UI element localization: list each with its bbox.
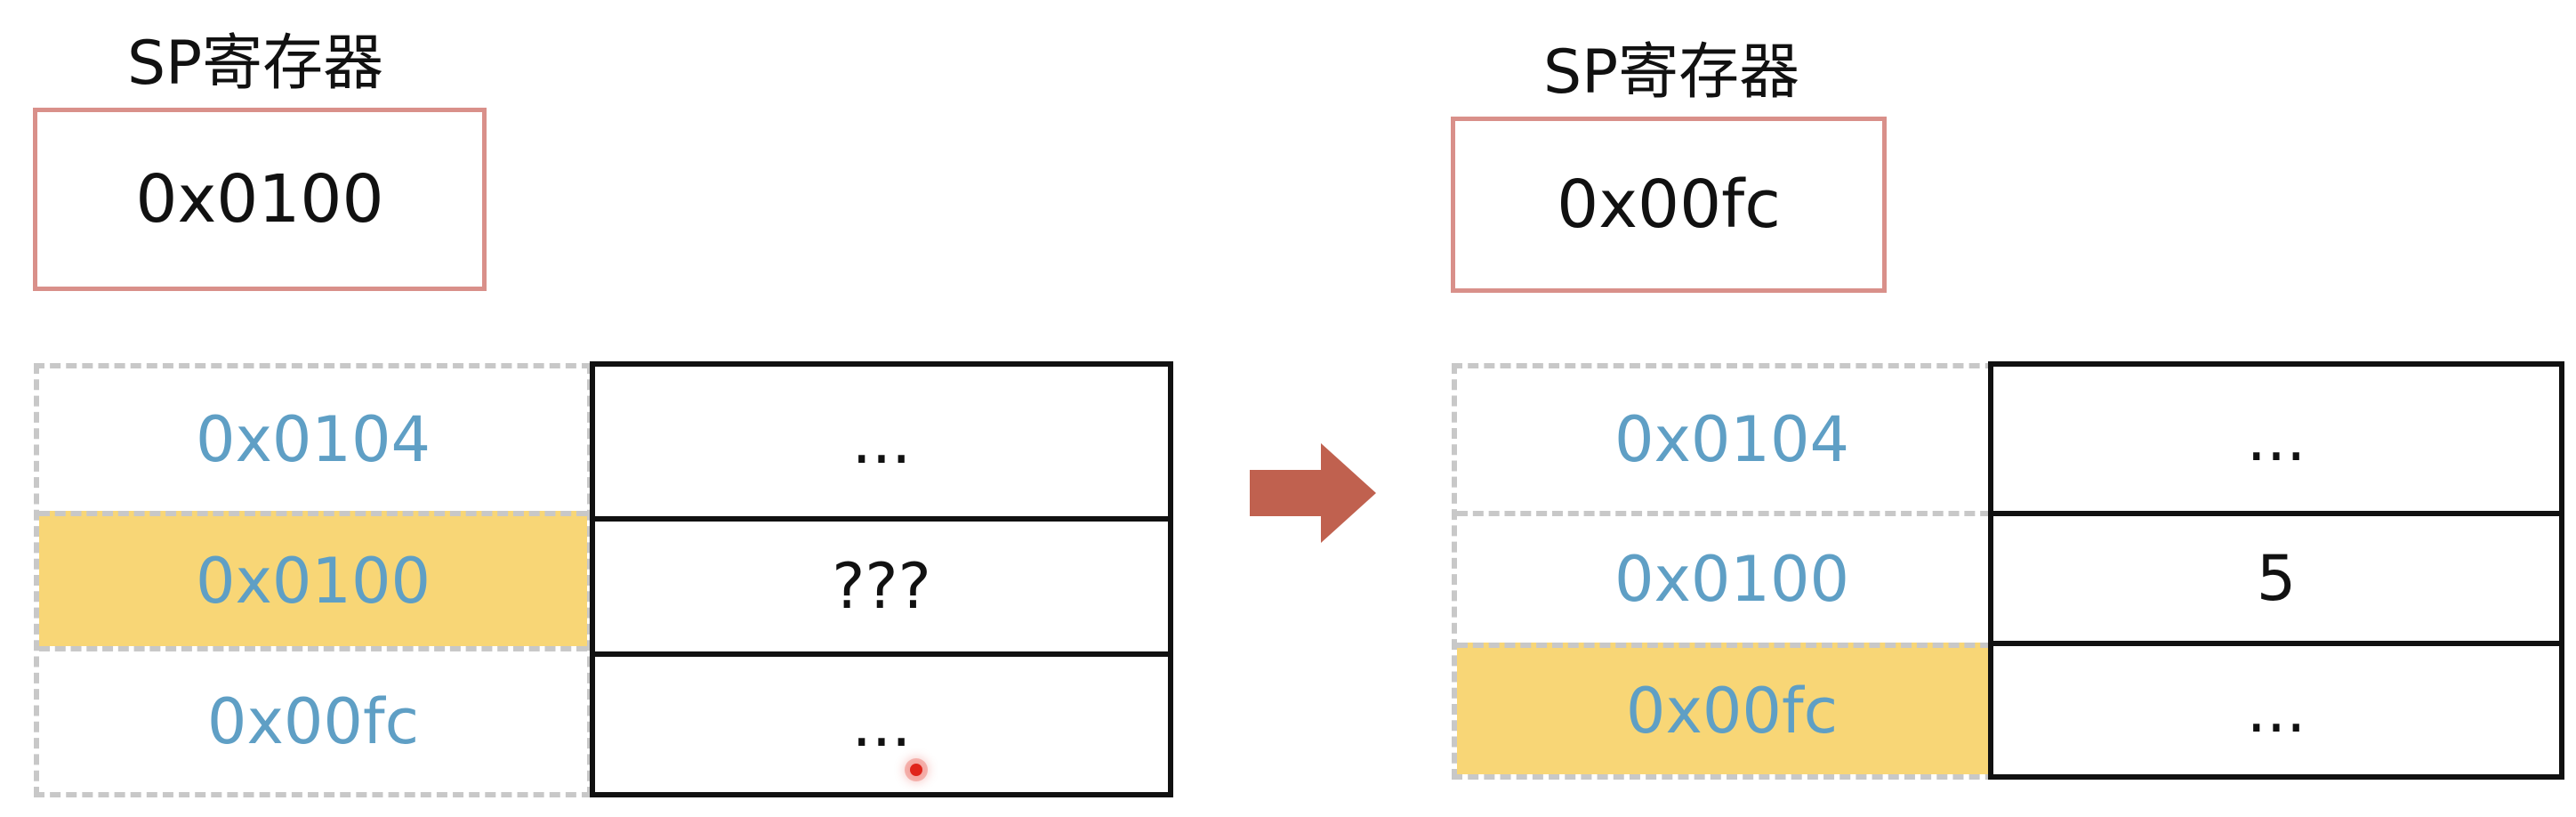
cursor-indicator-icon — [910, 764, 922, 776]
sp-register-box: 0x0100 — [33, 108, 487, 291]
address-label: 0x0104 — [1614, 403, 1850, 476]
address-label: 0x0104 — [195, 403, 431, 476]
memory-cell: ... — [595, 651, 1168, 792]
sp-register-box: 0x00fc — [1451, 117, 1887, 293]
memory-value: ... — [851, 405, 912, 478]
address-cell-highlighted: 0x00fc — [1457, 643, 2007, 774]
address-column: 0x0104 0x0100 0x00fc — [1452, 363, 2012, 780]
address-label: 0x0100 — [195, 545, 431, 618]
memory-cell: ... — [595, 367, 1168, 516]
right-arrow-icon — [1250, 443, 1376, 543]
address-label: 0x00fc — [1625, 675, 1839, 748]
memory-cell: ??? — [595, 516, 1168, 651]
memory-cell: ... — [1993, 367, 2559, 511]
memory-value: ... — [2246, 402, 2306, 475]
address-cell-highlighted: 0x0100 — [39, 511, 587, 646]
sp-register-title: SP寄存器 — [1543, 37, 1800, 108]
memory-value-column: ... ??? ... — [590, 361, 1173, 797]
address-cell: 0x00fc — [39, 646, 587, 792]
address-cell: 0x0104 — [39, 368, 587, 511]
memory-value: ... — [2246, 674, 2306, 747]
memory-value: ??? — [832, 550, 931, 623]
sp-register-value: 0x00fc — [1557, 166, 1781, 243]
sp-register-value: 0x0100 — [135, 161, 384, 238]
sp-register-title: SP寄存器 — [127, 28, 384, 99]
address-cell: 0x0104 — [1457, 368, 2007, 511]
address-cell: 0x0100 — [1457, 511, 2007, 643]
after-state-panel: SP寄存器 0x00fc 0x0104 0x0100 0x00fc ... 5 … — [1441, 0, 2576, 817]
memory-cell: ... — [1993, 641, 2559, 774]
address-column: 0x0104 0x0100 0x00fc — [34, 363, 592, 797]
memory-value: ... — [851, 688, 912, 761]
address-label: 0x00fc — [206, 685, 420, 758]
address-label: 0x0100 — [1614, 543, 1850, 616]
memory-cell: 5 — [1993, 511, 2559, 641]
memory-value-column: ... 5 ... — [1988, 361, 2564, 780]
memory-value: 5 — [2256, 542, 2297, 615]
before-state-panel: SP寄存器 0x0100 0x0104 0x0100 0x00fc ... ??… — [0, 0, 1210, 817]
